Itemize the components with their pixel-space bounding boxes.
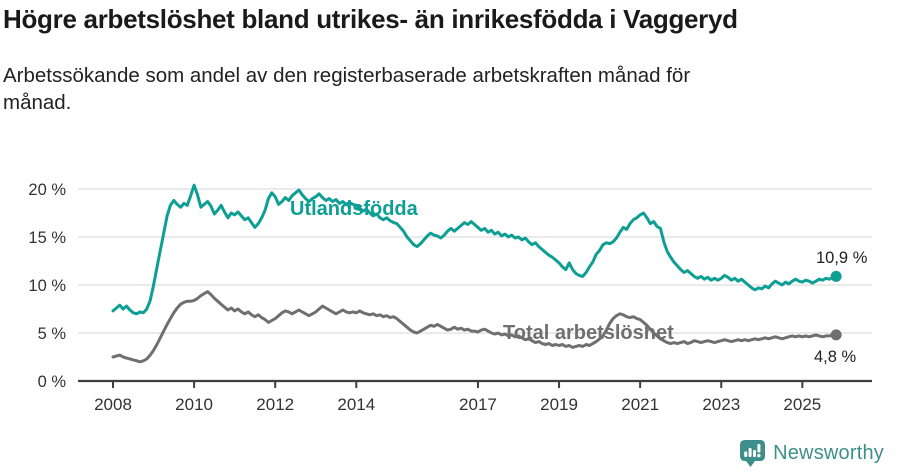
y-tick-label: 10 %	[28, 277, 66, 295]
x-tick-label: 2010	[175, 395, 213, 414]
end-value-label-utlandsfodda: 10,9 %	[816, 249, 868, 267]
end-value-label-total: 4,8 %	[814, 348, 857, 366]
series-line-total-arbetsl-shet	[111, 290, 838, 364]
x-tick-label: 2019	[540, 395, 578, 414]
series-end-dot-total-arbetsl-shet	[830, 329, 842, 341]
line-chart: 0 %5 %10 %15 %20 % 2008 2010 2012 2014 2017 2…	[28, 181, 872, 414]
newsworthy-logo[interactable]: Newsworthy	[739, 439, 884, 468]
newsworthy-wordmark: Newsworthy	[773, 442, 884, 464]
series-end-dot-utlandsf-dda	[830, 270, 842, 282]
y-tick-label: 15 %	[28, 229, 66, 247]
y-tick-label: 20 %	[28, 181, 66, 199]
y-axis-tick-labels: 0 % 5 % 10 % 15 % 20 %	[28, 181, 66, 391]
gridlines	[78, 188, 872, 334]
x-axis: 2008 2010 2012 2014 2017 2019 2021 2023 2025	[78, 379, 872, 414]
x-tick-label: 2012	[256, 395, 294, 414]
series-line-utlandsf-dda	[111, 183, 838, 316]
y-tick-label: 5 %	[38, 325, 67, 343]
x-tick-label: 2023	[702, 395, 740, 414]
x-tick-label: 2025	[783, 395, 821, 414]
x-tick-label: 2017	[459, 395, 497, 414]
series-label-total-arbetsloshet: Total arbetslöshet	[503, 322, 674, 344]
newsworthy-pin-icon	[740, 440, 766, 467]
chart-subtitle: Arbetssökande som andel av den registerb…	[3, 64, 691, 115]
x-tick-label: 2021	[621, 395, 659, 414]
x-tick-label: 2008	[94, 395, 132, 414]
series-lines	[111, 183, 842, 364]
page-title: Högre arbetslöshet bland utrikes- än inr…	[3, 4, 738, 34]
series-label-utlandsfodda: Utlandsfödda	[290, 198, 419, 220]
y-tick-label: 0 %	[38, 373, 67, 391]
x-tick-label: 2014	[337, 395, 375, 414]
